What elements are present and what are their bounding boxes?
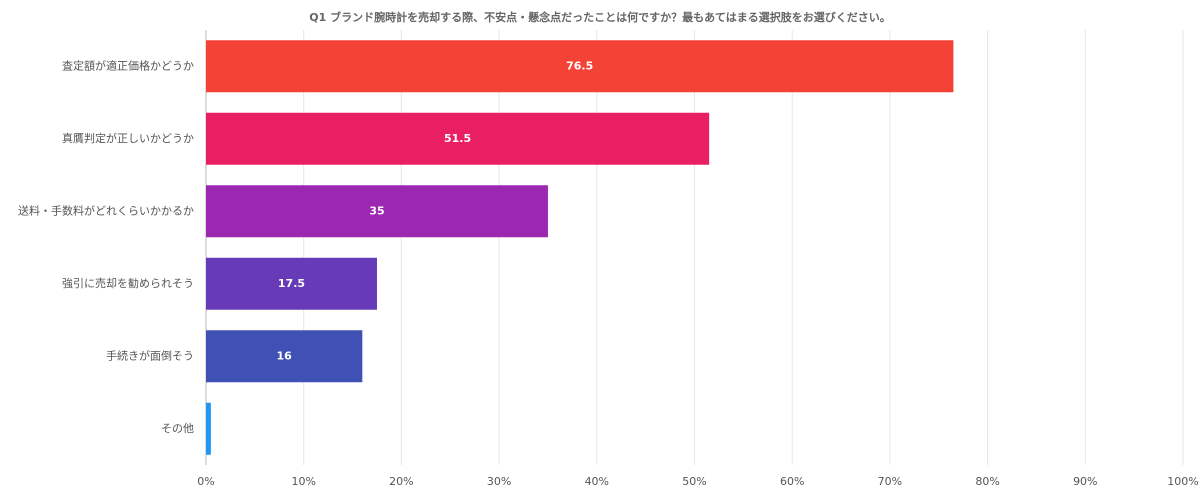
bar <box>206 112 710 165</box>
x-tick-label: 50% <box>682 475 706 488</box>
value-label: 51.5 <box>444 132 471 145</box>
value-label: 35 <box>369 204 384 217</box>
value-label: 76.5 <box>566 59 593 72</box>
y-tick-label: その他 <box>161 422 194 435</box>
x-tick-label: 0% <box>197 475 214 488</box>
bar <box>206 40 954 93</box>
value-label: 16 <box>277 349 293 362</box>
x-tick-label: 80% <box>975 475 999 488</box>
chart-title: Q1 ブランド腕時計を売却する際、不安点・懸念点だったことは何ですか？最もあては… <box>309 10 890 24</box>
bar <box>206 185 548 238</box>
bar <box>206 330 363 383</box>
x-tick-label: 70% <box>878 475 902 488</box>
value-label: 17.5 <box>278 277 305 290</box>
y-tick-label: 査定額が適正価格かどうか <box>62 58 194 72</box>
x-tick-label: 40% <box>585 475 609 488</box>
x-tick-label: 100% <box>1167 475 1198 488</box>
x-tick-label: 20% <box>389 475 413 488</box>
x-tick-label: 90% <box>1073 475 1097 488</box>
y-tick-label: 真贋判定が正しいかどうか <box>62 131 194 145</box>
y-tick-label: 送料・手数料がどれくらいかかるか <box>18 203 194 217</box>
bar <box>206 402 211 455</box>
x-tick-label: 10% <box>291 475 315 488</box>
x-tick-label: 60% <box>780 475 804 488</box>
y-tick-label: 強引に売却を勧められそう <box>62 276 194 290</box>
x-tick-label: 30% <box>487 475 511 488</box>
y-tick-label: 手続きが面倒そう <box>106 348 194 362</box>
bar <box>206 257 377 310</box>
